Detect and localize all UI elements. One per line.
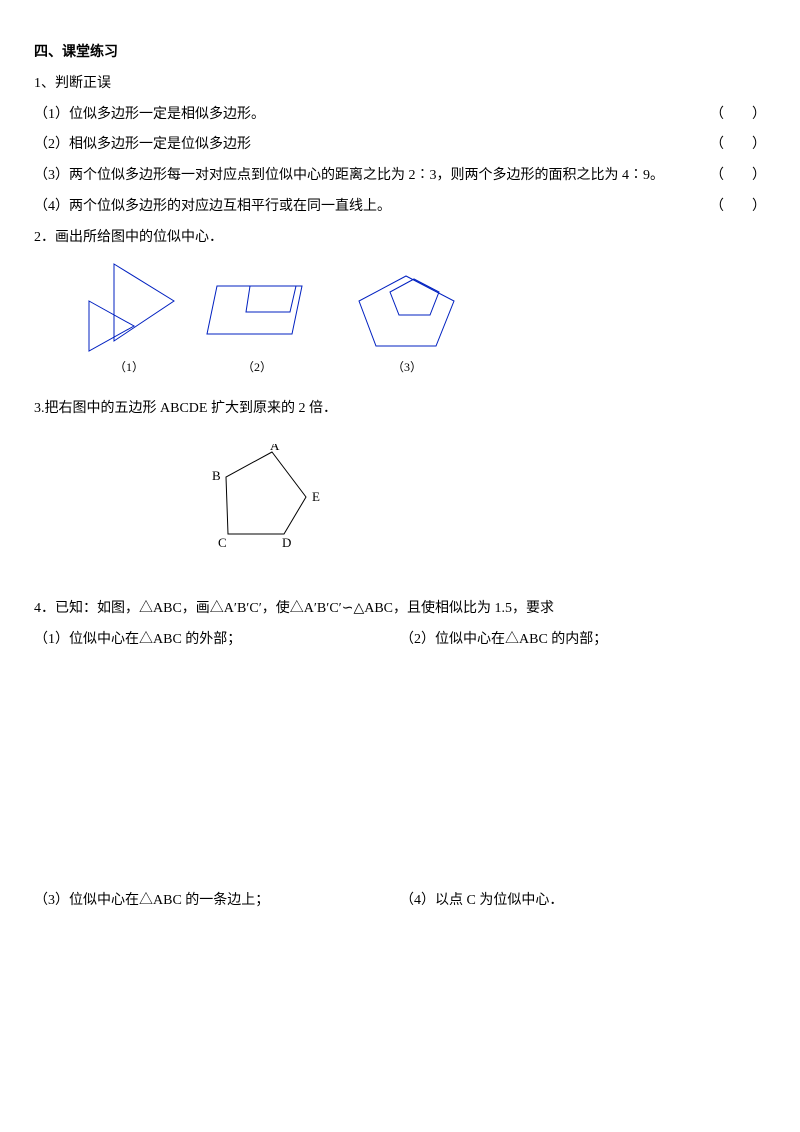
q1-item-2-text: （2）相似多边形一定是位似多边形 [34,130,251,161]
q4-sub3: （3）位似中心在△ABC 的一条边上； [34,886,400,917]
fig3-caption: （3） [392,360,422,374]
q4-row2: （3）位似中心在△ABC 的一条边上； （4）以点 C 为位似中心． [34,886,766,917]
pentagon-abcde [226,452,306,534]
q3-title: 3.把右图中的五边形 ABCDE 扩大到原来的 2 倍． [34,394,766,425]
section-heading: 四、课堂练习 [34,38,766,69]
q2-title: 2．画出所给图中的位似中心． [34,223,766,254]
q1-item-4-blank: （ ） [710,192,766,223]
q4-title: 4．已知：如图，△ABC，画△A′B′C′，使△A′B′C′∽△ABC，且使相似… [34,594,766,625]
label-d: D [282,535,291,550]
fig1-inner [89,301,134,351]
q1-item-3-text: （3）两个位似多边形每一对对应点到位似中心的距离之比为 2∶3，则两个多边形的面… [34,161,664,192]
label-a: A [270,444,280,453]
work-space-1 [34,656,766,886]
q3-svg: A B C D E [194,444,354,554]
q2-svg: （1） （2） （3） [34,256,474,376]
q1-item-1-text: （1）位似多边形一定是相似多边形。 [34,100,265,131]
q1-item-4-text: （4）两个位似多边形的对应边互相平行或在同一直线上。 [34,192,391,223]
q4-sub4: （4）以点 C 为位似中心． [400,886,766,917]
q4-row1: （1）位似中心在△ABC 的外部； （2）位似中心在△ABC 的内部； [34,625,766,656]
q3-figure: A B C D E [194,444,766,554]
fig1-caption: （1） [114,360,144,374]
q1-item-2: （2）相似多边形一定是位似多边形 （ ） [34,130,766,161]
label-e: E [312,489,320,504]
fig2-outer [207,286,302,334]
fig3-inner [390,279,439,315]
fig1-outer [114,264,174,341]
q1-title: 1、判断正误 [34,69,766,100]
q1-item-2-blank: （ ） [710,130,766,161]
q1-item-1-blank: （ ） [710,100,766,131]
fig3-outer [359,276,454,346]
fig2-inner [246,286,296,312]
label-b: B [212,468,221,483]
fig2-caption: （2） [242,360,272,374]
q4-sub1: （1）位似中心在△ABC 的外部； [34,625,400,656]
q2-figures: （1） （2） （3） [34,256,766,376]
q4-sub2: （2）位似中心在△ABC 的内部； [400,625,766,656]
q1-item-1: （1）位似多边形一定是相似多边形。 （ ） [34,100,766,131]
q1-item-3: （3）两个位似多边形每一对对应点到位似中心的距离之比为 2∶3，则两个多边形的面… [34,161,766,192]
label-c: C [218,535,227,550]
q1-item-4: （4）两个位似多边形的对应边互相平行或在同一直线上。 （ ） [34,192,766,223]
q1-item-3-blank: （ ） [710,161,766,192]
